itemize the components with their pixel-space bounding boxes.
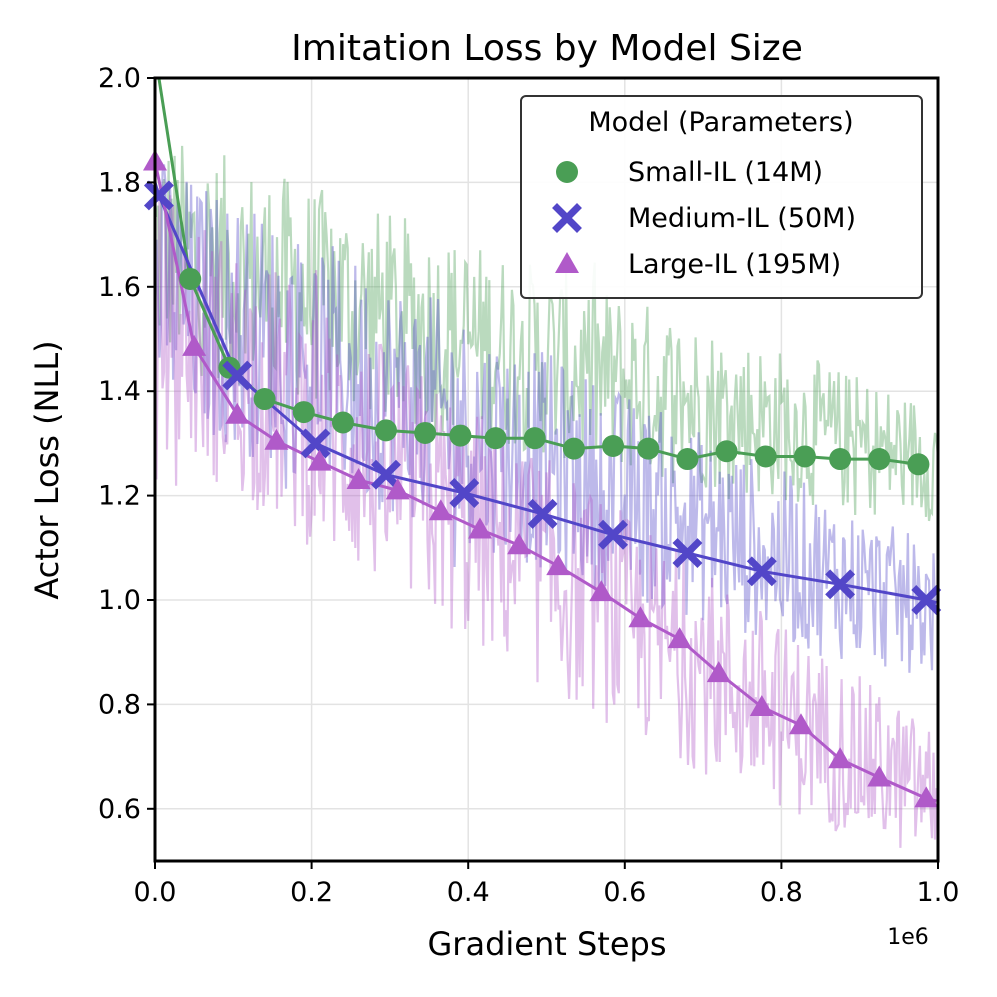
data-point-circle [292,401,315,424]
data-point-triangle [828,747,853,769]
data-point-circle [374,419,397,442]
legend-label: Medium-IL (50M) [628,203,856,234]
data-point-circle [868,448,891,471]
data-point-circle [523,427,546,450]
legend-title: Model (Parameters) [588,107,853,138]
data-point-triangle [307,449,332,471]
data-point-triangle [385,478,410,500]
data-point-triangle [628,606,653,628]
data-point-triangle [667,627,692,649]
data-point-circle [331,411,354,434]
y-tick-label: 1.6 [98,272,141,303]
data-point-triangle [507,533,532,555]
data-point-circle [829,448,852,471]
data-point-circle [676,448,699,471]
y-tick-label: 1.2 [98,481,141,512]
data-point-x [371,459,401,490]
raw-curve-x [153,164,940,673]
data-point-triangle [467,517,492,539]
plot-frame [153,76,940,863]
data-point-triangle [914,786,939,808]
data-point-triangle [264,428,289,450]
data-point-circle [602,435,625,458]
x-tick-label: 0.2 [290,877,333,908]
y-tick-label: 2.0 [98,63,141,94]
data-point-circle [793,445,816,468]
y-tick-label: 1.4 [98,376,141,407]
data-point-circle [179,267,202,290]
legend-label: Large-IL (195M) [628,249,841,280]
data-point-triangle [428,499,453,521]
data-point-triangle [225,402,250,424]
legend: Model (Parameters) Small-IL (14M) Medium-… [520,95,923,299]
data-point-x [527,498,558,529]
legend-label: Small-IL (14M) [628,157,823,188]
data-point-triangle [182,334,207,356]
x-tick-label: 1.0 [917,877,960,908]
data-point-x [143,180,174,211]
data-point-circle [562,437,585,460]
y-tick-label: 1.8 [98,167,141,198]
data-point-circle [907,453,930,476]
data-point-x [449,478,480,508]
raw-curve-triangle [153,186,940,848]
data-point-circle [253,388,276,411]
data-point-x [300,428,331,459]
data-point-triangle [346,467,371,489]
data-point-circle [484,427,507,450]
data-point-triangle [706,661,731,683]
legend-marker-triangle [555,252,579,273]
data-point-triangle [749,695,774,717]
chart-title: Imitation Loss by Model Size [291,28,803,69]
x-tick-label: 0.0 [134,877,177,908]
x-offset-label: 1e6 [887,925,929,950]
data-point-circle [449,424,472,447]
data-point-x [825,569,856,600]
x-tick-label: 0.4 [447,877,490,908]
x-tick-label: 0.6 [603,877,646,908]
data-point-triangle [867,765,892,787]
data-point-triangle [546,554,571,576]
data-point-x [672,538,703,568]
data-point-x [911,585,942,615]
legend-marker-circle [556,161,578,183]
data-point-circle [754,445,777,468]
data-point-x [746,556,777,587]
data-point-x [222,360,253,391]
data-point-triangle [788,713,813,735]
legend-marker-x [552,203,582,233]
y-tick-label: 0.6 [98,794,141,825]
legend-box [520,95,923,299]
data-point-triangle [589,580,614,602]
x-tick-label: 0.8 [760,877,803,908]
y-tick-label: 1.0 [98,585,141,616]
y-tick-label: 0.8 [98,689,141,720]
data-point-circle [715,440,738,463]
data-point-circle [414,421,437,444]
raw-curve-circle [153,145,940,522]
y-axis-label: Actor Loss (NLL) [28,340,66,599]
x-axis-label: Gradient Steps [428,925,667,963]
data-point-circle [637,437,660,460]
data-point-x [598,519,629,550]
